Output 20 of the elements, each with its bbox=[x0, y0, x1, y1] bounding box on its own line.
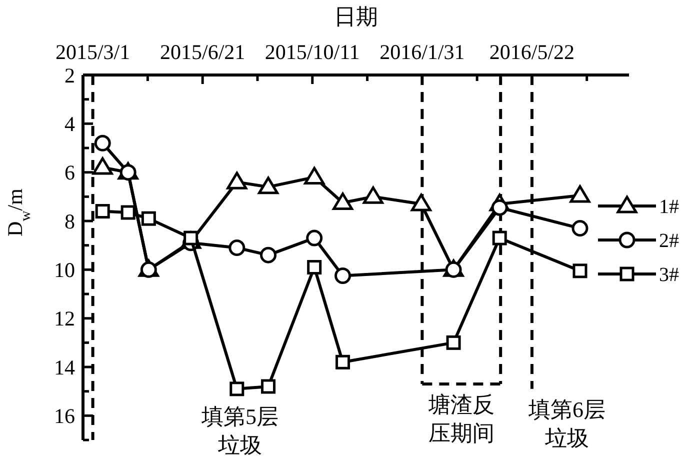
x-tick-label: 2016/1/31 bbox=[380, 40, 465, 64]
x-tick-label: 2016/5/22 bbox=[489, 40, 575, 64]
y-tick-label: 16 bbox=[54, 404, 75, 428]
legend-label: 2# bbox=[659, 230, 679, 252]
y-tick-label: 4 bbox=[64, 112, 76, 136]
x-axis-title: 日期 bbox=[334, 4, 378, 29]
ref-line-label: 填第6层垃圾 bbox=[527, 396, 606, 450]
ref-line-label: 塘渣反压期间 bbox=[427, 392, 494, 446]
legend-label: 1# bbox=[659, 196, 679, 218]
y-tick-label: 6 bbox=[64, 160, 75, 185]
x-tick-label: 2015/3/1 bbox=[55, 40, 130, 64]
y-tick-label: 10 bbox=[54, 258, 75, 282]
y-tick-label: 2 bbox=[64, 63, 75, 88]
legend-label: 3# bbox=[659, 264, 679, 286]
y-tick-label: 8 bbox=[64, 209, 75, 234]
y-tick-label: 14 bbox=[54, 355, 76, 380]
x-tick-label: 2015/10/11 bbox=[264, 40, 360, 64]
annotation: 填第5层垃圾 bbox=[200, 404, 278, 458]
x-tick-label: 2015/6/21 bbox=[160, 40, 246, 64]
y-tick-label: 12 bbox=[54, 306, 75, 331]
